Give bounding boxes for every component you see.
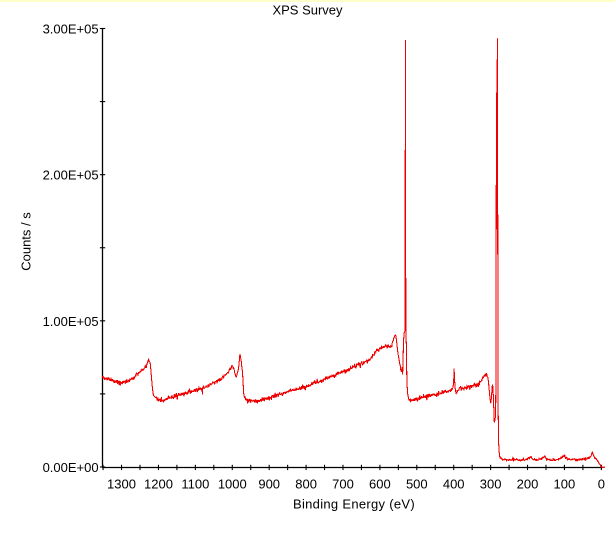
svg-text:200: 200 <box>517 477 539 492</box>
svg-text:0.00E+00: 0.00E+00 <box>43 460 99 475</box>
svg-text:0: 0 <box>598 477 605 492</box>
svg-text:100: 100 <box>554 477 576 492</box>
svg-text:400: 400 <box>443 477 465 492</box>
svg-text:800: 800 <box>295 477 317 492</box>
svg-text:1000: 1000 <box>218 477 247 492</box>
svg-text:3.00E+05: 3.00E+05 <box>43 22 99 37</box>
svg-text:900: 900 <box>258 477 280 492</box>
svg-text:1.00E+05: 1.00E+05 <box>43 314 99 329</box>
svg-text:1100: 1100 <box>181 477 209 492</box>
svg-text:300: 300 <box>480 477 502 492</box>
svg-text:1300: 1300 <box>107 477 136 492</box>
svg-text:2.00E+05: 2.00E+05 <box>43 168 99 183</box>
svg-text:1200: 1200 <box>144 477 173 492</box>
svg-text:Counts / s: Counts / s <box>19 212 34 271</box>
svg-text:500: 500 <box>406 477 428 492</box>
svg-text:Binding Energy (eV): Binding Energy (eV) <box>293 496 415 511</box>
svg-text:XPS Survey: XPS Survey <box>272 2 343 17</box>
svg-text:600: 600 <box>369 477 391 492</box>
svg-text:700: 700 <box>332 477 354 492</box>
